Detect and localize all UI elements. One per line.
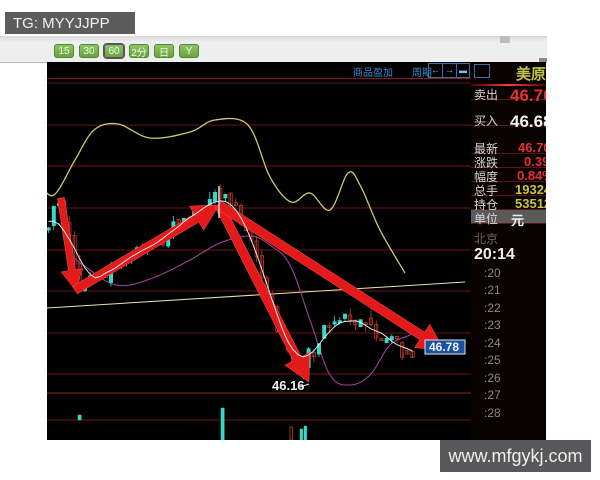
svg-text:46.78: 46.78 <box>429 340 459 354</box>
svg-text:46.16: 46.16 <box>272 378 305 393</box>
